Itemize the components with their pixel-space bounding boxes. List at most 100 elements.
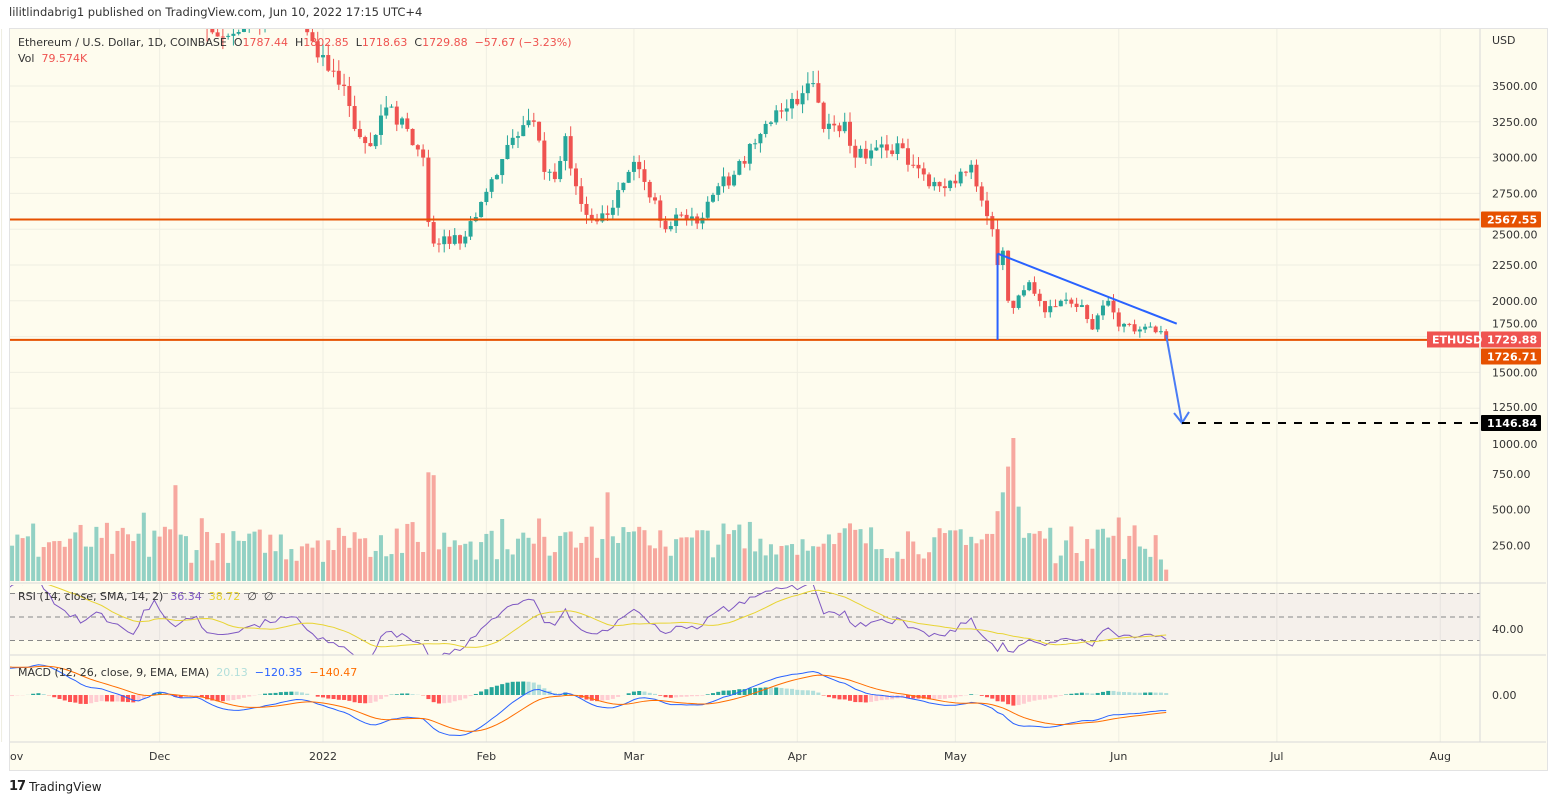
macd-histogram-bar [52,695,57,698]
volume-bar [215,543,220,581]
macd-histogram-bar [595,695,600,702]
volume-bar [436,549,441,581]
price-tag-label: 2567.55 [1487,214,1537,227]
candle-body [663,220,668,230]
macd-histogram-bar [5,695,9,697]
candle-body [1132,324,1137,332]
candle-body [1000,250,1005,265]
volume-bar [668,555,673,581]
macd-histogram-bar [1011,695,1016,706]
macd-histogram-bar [700,695,705,696]
macd-histogram-bar [210,695,215,701]
macd-histogram-bar [199,695,204,698]
volume-bar [800,539,805,581]
candle-body [200,0,204,7]
volume-bar [653,548,658,581]
volume-bar [78,524,83,581]
volume-bar [289,549,294,581]
drawings[interactable] [10,218,1480,425]
volume-bar [126,534,131,581]
macd-histogram-bar [236,695,241,700]
volume-bar [452,540,457,581]
volume-bar [120,527,125,581]
volume-bar [83,546,88,581]
macd-histogram-bar [83,695,88,704]
volume-bar [826,534,831,581]
volume-bar [89,546,94,581]
symbol-legend: Ethereum / U.S. Dollar, 1D, COINBASE O17… [18,36,572,49]
volume-bar [236,540,241,581]
candle-body [969,164,974,173]
time-axis[interactable]: ov Dec 2022 Feb Mar Apr May Jun Jul Aug [10,750,1451,763]
candle-body [537,121,542,141]
macd-histogram-bar [842,695,847,700]
price-axis-tick: 3250.00 [1492,116,1538,129]
macd-histogram-bar [452,695,457,702]
macd-histogram-bar [663,695,668,698]
volume-bar [315,540,320,581]
signal-line [10,665,1167,732]
time-axis-tick: 2022 [309,750,337,763]
candle-body [721,176,726,187]
volume-bar [36,556,41,581]
tradingview-logo-icon: 17 [9,779,26,794]
candle-body [1058,300,1063,307]
macd-histogram-bar [94,695,99,702]
volume-bar [990,533,995,581]
candle-body [679,214,684,216]
candle-body [963,171,968,173]
macd-histogram-bar [510,681,515,695]
volume-bar [568,531,573,581]
volume-bar [5,549,9,581]
macd-histogram-bar [342,695,347,700]
candle-body [1037,293,1042,302]
volume-bar [1042,538,1047,581]
macd-histogram-bar [68,695,73,703]
volume-bar [363,538,368,581]
footer[interactable]: 17 TradingView [9,779,102,794]
volume-bar [1106,537,1111,581]
candle-body [784,108,789,112]
volume-bar [278,534,283,581]
macd-histogram-bar [1053,695,1058,698]
candle-body [426,157,431,223]
time-axis-tick: Feb [477,750,496,763]
candle-body [405,118,410,129]
macd-histogram-bar [352,695,357,703]
macd-histogram-bar [500,684,505,695]
candle-body [542,140,547,172]
macd-histogram-bar [136,695,141,702]
rsi-pane [10,585,1167,655]
macd-histogram-bar [948,695,953,698]
price-axis[interactable]: USD 3500.00 3250.00 3000.00 2750.00 2500.00 22… [1492,34,1538,702]
macd-histogram-bar [863,695,868,703]
candle-body [247,22,251,25]
volume-legend: Vol 79.574K [18,52,87,65]
macd-histogram-bar [958,695,963,697]
rsi-line [10,585,1167,655]
candle-body [763,123,768,135]
volume-bar [1100,528,1105,581]
macd-histogram-bar [1132,692,1137,695]
volume-bar [790,544,795,581]
macd-histogram-bar [631,691,636,695]
volume-bar [679,537,684,581]
candle-body [589,214,594,221]
macd-histogram-bar [1021,695,1026,704]
macd-histogram-bar [826,695,831,698]
price-axis-tick: 1000.00 [1492,438,1538,451]
candle-body [832,123,837,126]
candle-body [279,6,283,16]
candle-body [236,31,241,34]
macd-histogram-bar [805,690,810,695]
chart-frame[interactable] [9,28,1548,771]
volume-bar [595,557,600,581]
candle-body [737,161,742,175]
volume-bar [62,546,67,581]
candle-body [837,125,842,132]
volume-bar [895,551,900,581]
macd-histogram-bar [552,693,557,695]
candle-body [742,161,747,164]
volume-bar [10,545,15,581]
